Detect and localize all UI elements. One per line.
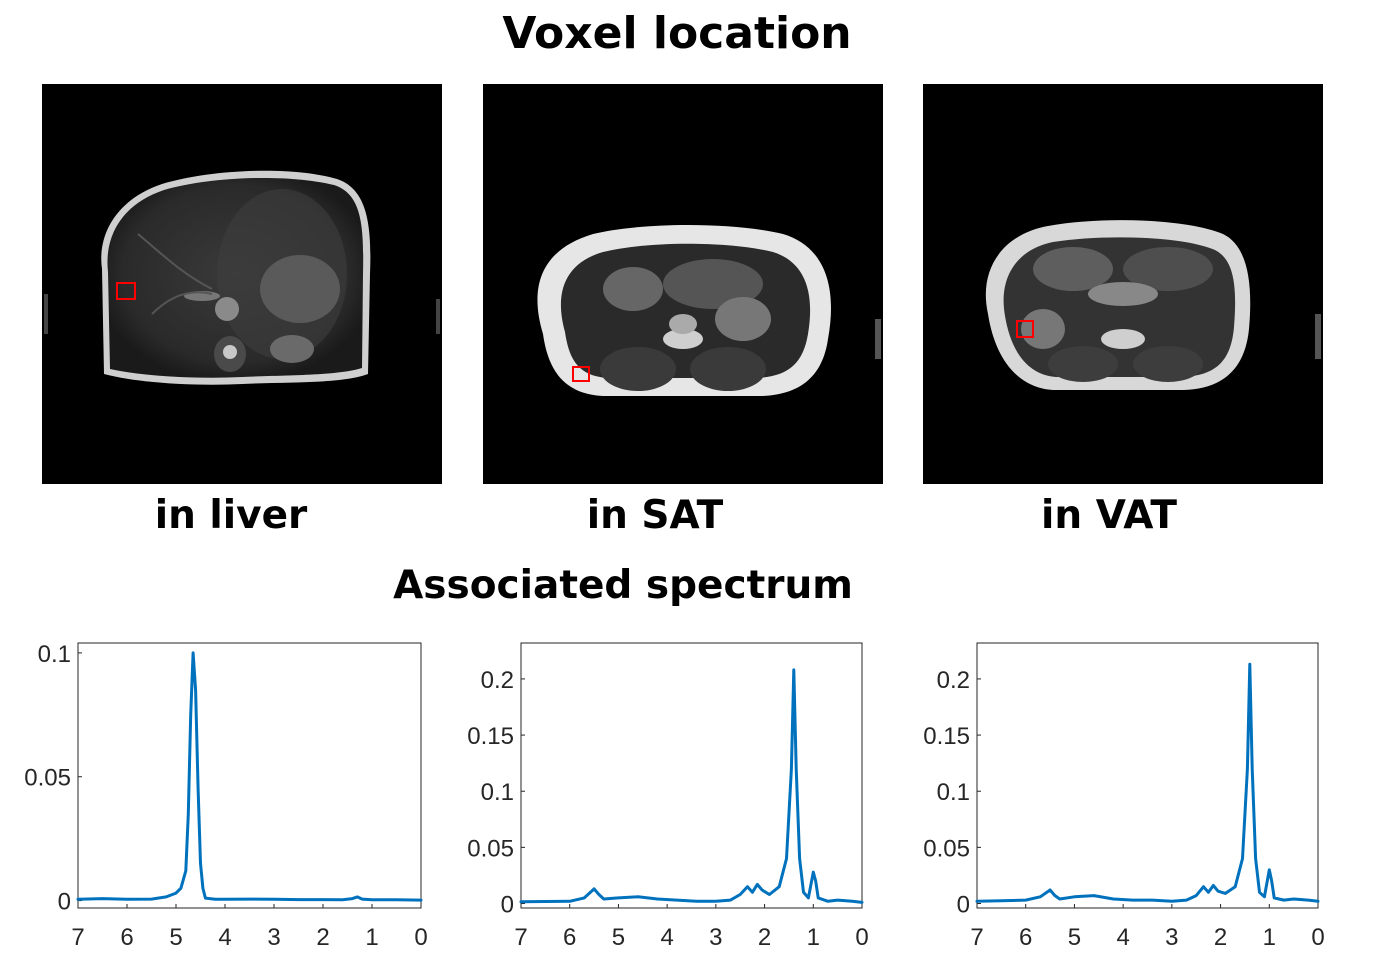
x-tick-label: 1	[807, 924, 820, 951]
y-tick-label: 0.15	[923, 723, 970, 750]
x-tick-label: 4	[218, 924, 231, 951]
x-tick-label: 0	[414, 924, 427, 951]
x-tick-label: 5	[1068, 924, 1081, 951]
plot-frame	[976, 642, 1319, 909]
x-tick-label: 5	[612, 924, 625, 951]
y-tick-label: 0.1	[38, 641, 71, 668]
caption-vat: in VAT	[1040, 493, 1177, 538]
plot-frame	[77, 642, 422, 909]
x-tick-label: 6	[120, 924, 133, 951]
voxel-marker	[116, 282, 136, 300]
y-tick-label: 0.15	[467, 723, 514, 750]
x-tick-label: 2	[758, 924, 771, 951]
x-tick-label: 0	[1311, 924, 1324, 951]
y-tick-label: 0	[501, 892, 514, 919]
x-tick-label: 0	[855, 924, 868, 951]
y-tick-label: 0.05	[467, 835, 514, 862]
x-tick-label: 4	[1116, 924, 1129, 951]
x-tick-label: 7	[514, 924, 527, 951]
figure-title: Voxel location	[502, 8, 852, 59]
x-tick-label: 2	[316, 924, 329, 951]
x-tick-label: 3	[267, 924, 280, 951]
x-tick-label: 7	[71, 924, 84, 951]
spectrum-line	[975, 662, 1320, 903]
caption-liver: in liver	[154, 493, 308, 538]
x-tick-label: 1	[1263, 924, 1276, 951]
x-tick-label: 6	[1019, 924, 1032, 951]
plot-frame	[520, 642, 863, 909]
y-tick-label: 0.2	[937, 667, 970, 694]
x-tick-label: 4	[660, 924, 673, 951]
mri-image-vat	[923, 84, 1323, 484]
mri-image-sat	[483, 84, 883, 484]
x-tick-label: 2	[1214, 924, 1227, 951]
y-tick-label: 0.1	[937, 779, 970, 806]
x-tick-label: 6	[563, 924, 576, 951]
x-tick-label: 5	[169, 924, 182, 951]
spectrum-title: Associated spectrum	[393, 563, 853, 608]
y-tick-label: 0.2	[481, 667, 514, 694]
mri-image-liver	[42, 84, 442, 484]
x-tick-label: 1	[365, 924, 378, 951]
x-tick-label: 7	[970, 924, 983, 951]
y-tick-label: 0.05	[24, 765, 71, 792]
y-tick-label: 0	[957, 892, 970, 919]
voxel-marker	[1016, 320, 1034, 338]
caption-sat: in SAT	[586, 493, 724, 538]
voxel-marker	[572, 366, 590, 382]
y-tick-label: 0.1	[481, 779, 514, 806]
y-tick-label: 0.05	[923, 835, 970, 862]
x-tick-label: 3	[1165, 924, 1178, 951]
spectrum-line	[76, 651, 423, 902]
y-tick-label: 0	[58, 889, 71, 916]
spectrum-line	[519, 668, 864, 904]
x-tick-label: 3	[709, 924, 722, 951]
